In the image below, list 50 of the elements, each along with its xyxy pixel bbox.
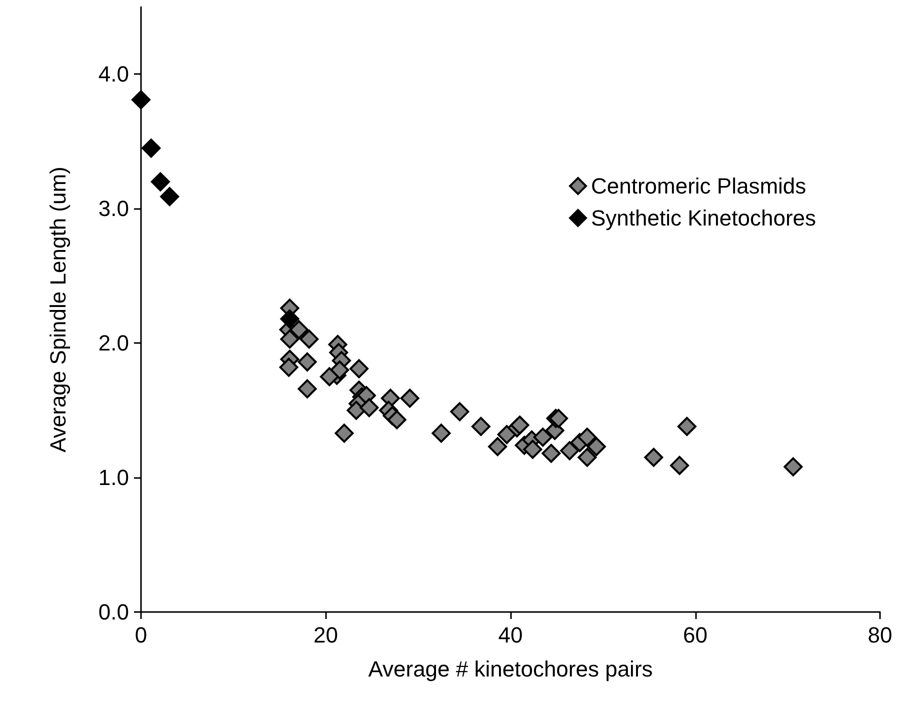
point [360, 398, 379, 418]
point [784, 457, 803, 476]
point [586, 437, 606, 456]
point [670, 456, 690, 475]
point [644, 448, 664, 467]
point [549, 408, 568, 428]
x-axis-title: Average # kinetochores pairs [368, 656, 653, 682]
point [488, 437, 508, 456]
y-tick-label: 4.0 [98, 62, 129, 87]
x-tick-label: 20 [314, 622, 338, 648]
point [280, 309, 300, 328]
point [160, 187, 180, 206]
x-tick-label: 40 [498, 622, 523, 648]
x-tick-label: 60 [683, 622, 708, 648]
point [300, 330, 319, 349]
y-tick-label: 3.0 [98, 196, 129, 222]
point [578, 448, 597, 467]
point [289, 320, 308, 340]
point [334, 424, 354, 443]
x-tick-label: 0 [134, 622, 148, 648]
point [510, 416, 530, 435]
point [523, 440, 542, 459]
point [432, 424, 451, 443]
point [560, 441, 580, 460]
point [542, 444, 561, 463]
point [320, 367, 339, 386]
point [471, 416, 490, 436]
point [350, 359, 369, 378]
y-tick-label: 2.0 [98, 330, 129, 356]
y-axis-title: Average Spindle Length (um) [46, 166, 70, 452]
point [279, 358, 298, 377]
point [280, 330, 300, 349]
point [533, 428, 552, 447]
point [142, 138, 161, 158]
point [387, 410, 406, 430]
point [677, 416, 696, 436]
x-tick-label: 80 [868, 622, 892, 648]
y-tick-label: 1.0 [98, 465, 129, 490]
point [132, 90, 150, 110]
point [346, 400, 366, 420]
legend-label: Synthetic Kinetochores [590, 206, 816, 230]
point [150, 172, 170, 192]
point [298, 379, 317, 398]
point [450, 402, 470, 422]
point [578, 428, 597, 447]
y-tick-label: 0.0 [98, 600, 129, 624]
point [497, 425, 516, 444]
point [298, 352, 317, 372]
legend-label: Centromeric Plasmids [590, 174, 806, 198]
point [400, 388, 420, 408]
